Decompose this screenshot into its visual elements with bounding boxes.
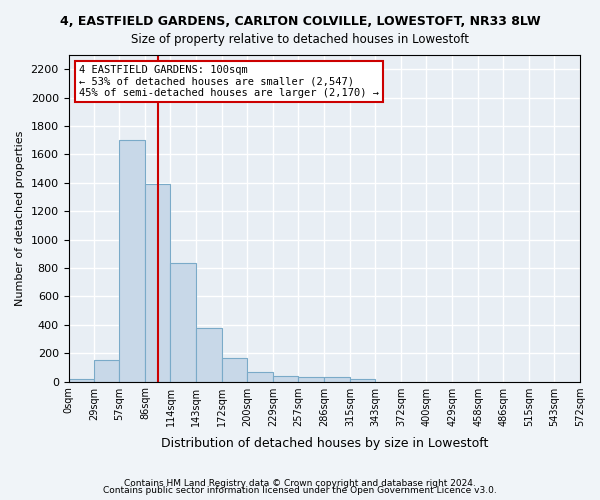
Text: 4 EASTFIELD GARDENS: 100sqm
← 53% of detached houses are smaller (2,547)
45% of : 4 EASTFIELD GARDENS: 100sqm ← 53% of det… [79, 65, 379, 98]
Bar [247, 372, 273, 382]
Bar [68, 378, 94, 382]
X-axis label: Distribution of detached houses by size in Lowestoft: Distribution of detached houses by size … [161, 437, 488, 450]
Bar [119, 140, 145, 382]
Bar [94, 360, 119, 382]
Bar [350, 380, 375, 382]
Y-axis label: Number of detached properties: Number of detached properties [15, 130, 25, 306]
Bar [170, 263, 196, 382]
Text: Contains HM Land Registry data © Crown copyright and database right 2024.: Contains HM Land Registry data © Crown c… [124, 478, 476, 488]
Text: Contains public sector information licensed under the Open Government Licence v3: Contains public sector information licen… [103, 486, 497, 495]
Bar [145, 184, 170, 382]
Bar [273, 376, 298, 382]
Bar [223, 358, 247, 382]
Bar [324, 378, 350, 382]
Bar [298, 378, 324, 382]
Text: Size of property relative to detached houses in Lowestoft: Size of property relative to detached ho… [131, 32, 469, 46]
Bar [196, 328, 223, 382]
Text: 4, EASTFIELD GARDENS, CARLTON COLVILLE, LOWESTOFT, NR33 8LW: 4, EASTFIELD GARDENS, CARLTON COLVILLE, … [59, 15, 541, 28]
